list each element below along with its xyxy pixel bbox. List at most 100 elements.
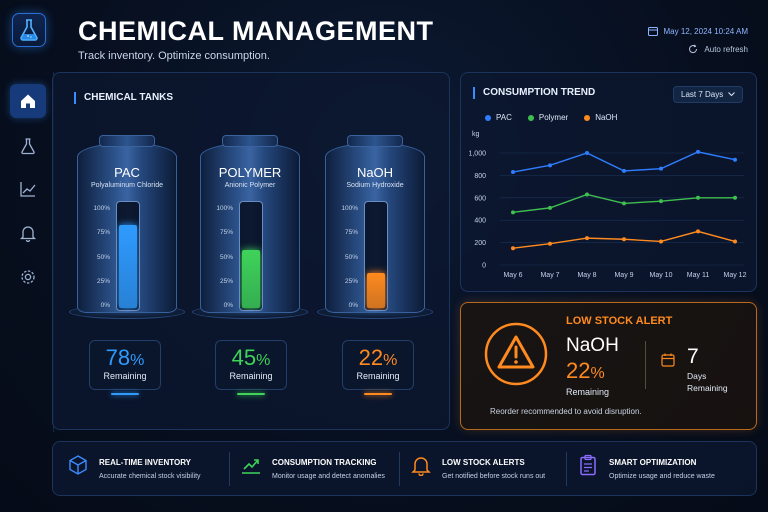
data-point-pac — [659, 166, 663, 171]
sidebar-item-analytics[interactable] — [10, 172, 46, 206]
calendar-icon — [661, 353, 675, 367]
feature-title: LOW STOCK ALERTS — [442, 458, 525, 467]
sidebar-item-settings[interactable] — [10, 260, 46, 294]
tank-cap — [99, 135, 155, 147]
stat-pct-value: 22 — [358, 345, 384, 370]
date-range-select[interactable]: Last 7 Days — [673, 86, 743, 103]
alert-title: LOW STOCK ALERT — [566, 315, 673, 327]
auto-refresh-button[interactable]: Auto refresh — [688, 44, 748, 54]
gauge-tick-label: 0% — [348, 302, 358, 309]
data-point-polymer — [585, 192, 589, 197]
feature-desc: Get notified before stock runs out — [442, 473, 546, 480]
stat-pct-sign: % — [256, 352, 271, 369]
x-tick-label: May 7 — [540, 272, 559, 279]
sidebar-item-alerts[interactable] — [10, 216, 46, 250]
alert-note: Reorder recommended to avoid disruption. — [490, 407, 642, 416]
data-point-polymer — [511, 210, 515, 215]
tank-cap — [347, 135, 403, 147]
data-point-pac — [733, 157, 737, 162]
y-tick-label: 1,000 — [468, 151, 486, 158]
chart-legend: PAC Polymer NaOH — [485, 113, 617, 122]
sidebar-item-home[interactable] — [10, 84, 46, 118]
alert-days-label: Days — [687, 371, 707, 381]
stat-remaining-label: Remaining — [103, 371, 147, 381]
tank-stat-pac: 78% Remaining — [89, 340, 161, 390]
feature-title: REAL-TIME INVENTORY — [99, 458, 192, 467]
tank-name: NaOH — [356, 165, 394, 180]
feature-desc: Optimize usage and reduce waste — [609, 473, 715, 480]
tank-stat-naoh: 22% Remaining — [342, 340, 414, 390]
page-subtitle: Track inventory. Optimize consumption. — [78, 50, 270, 62]
low-stock-alert-panel: LOW STOCK ALERT NaOH 22% Remaining 7 Day… — [460, 302, 757, 430]
data-point-pac — [696, 149, 700, 154]
y-tick-label: 0 — [482, 263, 486, 270]
gauge-tick-label: 0% — [223, 302, 233, 309]
features-bar: REAL-TIME INVENTORY Accurate chemical st… — [52, 441, 757, 496]
refresh-icon — [689, 44, 698, 54]
stat-pct-value: 78 — [105, 345, 131, 370]
data-point-polymer — [548, 205, 552, 210]
y-axis-unit: kg — [472, 131, 480, 138]
level-fill — [119, 225, 137, 308]
date-range-value: Last 7 Days — [681, 90, 724, 99]
x-tick-label: May 11 — [687, 272, 710, 279]
tank-cap — [222, 135, 278, 147]
data-point-polymer — [733, 195, 737, 200]
gauge-tick-label: 75% — [344, 229, 358, 236]
tank-full-name: Polyaluminum Chloride — [91, 182, 163, 189]
data-point-pac — [622, 168, 626, 173]
chart-icon — [20, 182, 36, 197]
alert-chemical: NaOH — [566, 335, 619, 356]
x-tick-label: May 12 — [724, 272, 747, 279]
bell-icon — [411, 457, 431, 476]
gauge-tick-label: 100% — [216, 205, 233, 212]
feature-title: SMART OPTIMIZATION — [609, 458, 697, 467]
alert-days-value: 7 — [687, 345, 699, 368]
level-gauge — [116, 201, 140, 311]
tank-name: PAC — [114, 165, 140, 180]
gauge-tick-label: 25% — [96, 278, 110, 285]
level-fill — [367, 273, 385, 308]
y-tick-label: 600 — [474, 195, 486, 202]
data-point-polymer — [696, 195, 700, 200]
legend-label: PAC — [496, 113, 512, 122]
data-point-polymer — [622, 201, 626, 206]
flask-icon — [21, 138, 35, 155]
level-gauge — [239, 201, 263, 311]
data-point-naoh — [733, 239, 737, 244]
y-tick-label: 400 — [474, 218, 486, 225]
alert-remaining-label: Remaining — [566, 387, 610, 397]
divider — [566, 452, 567, 486]
cube-icon — [69, 455, 87, 475]
trend-panel — [460, 72, 757, 292]
bell-icon — [19, 226, 37, 242]
alert-percentage: 22% — [566, 358, 605, 384]
gauge-tick-label: 50% — [219, 254, 233, 261]
y-tick-label: 800 — [474, 173, 486, 180]
legend-dot — [485, 114, 491, 121]
clipboard-icon — [580, 454, 596, 476]
gauge-tick-label: 25% — [344, 278, 358, 285]
stat-pct-sign: % — [383, 352, 398, 369]
alert-pct-sign: % — [590, 365, 605, 382]
x-tick-label: May 6 — [503, 272, 522, 279]
x-tick-label: May 9 — [614, 272, 633, 279]
alert-divider — [645, 341, 646, 389]
gauge-tick-label: 50% — [344, 254, 358, 261]
data-point-naoh — [622, 237, 626, 242]
legend-item-polymer: Polymer — [527, 113, 568, 122]
page-title: CHEMICAL MANAGEMENT — [78, 16, 434, 46]
legend-dot — [584, 114, 591, 121]
data-point-polymer — [659, 199, 663, 204]
flask-logo-icon — [20, 19, 38, 41]
x-tick-label: May 8 — [577, 272, 596, 279]
legend-label: NaOH — [595, 113, 618, 122]
tank-full-name: Anionic Polymer — [224, 182, 276, 189]
alert-pct-value: 22 — [566, 358, 591, 383]
home-icon — [21, 94, 35, 108]
legend-item-naoh: NaOH — [584, 113, 617, 122]
trend-icon — [242, 459, 260, 474]
gauge-tick-label: 75% — [219, 229, 233, 236]
sidebar-item-chemicals[interactable] — [10, 129, 46, 163]
data-point-naoh — [585, 236, 589, 241]
